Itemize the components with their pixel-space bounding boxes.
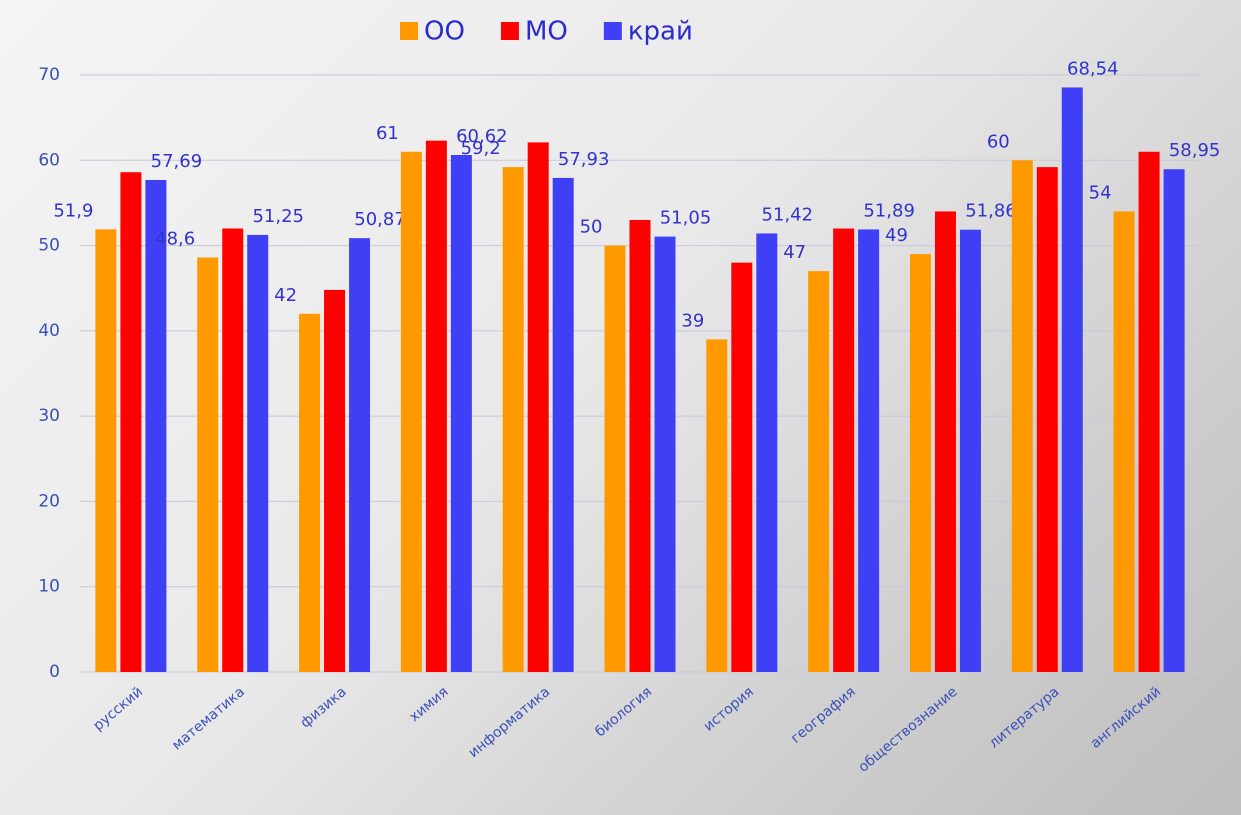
bar — [706, 339, 728, 672]
data-label: 51,05 — [660, 208, 712, 229]
bar — [502, 167, 524, 672]
y-tick-label: 40 — [38, 321, 60, 341]
bar — [808, 271, 830, 672]
x-tick-label: математика — [169, 684, 248, 754]
y-tick-label: 60 — [38, 150, 60, 170]
bar — [527, 142, 549, 672]
x-tick-label: география — [788, 684, 859, 747]
x-tick-label: английский — [1088, 684, 1165, 752]
legend-swatch — [500, 22, 519, 40]
bar — [1113, 211, 1135, 672]
bar — [604, 245, 626, 673]
bar — [247, 234, 269, 673]
data-label: 60 — [987, 131, 1010, 152]
data-label: 47 — [783, 242, 806, 263]
bar — [324, 289, 346, 672]
data-label: 54 — [1089, 182, 1112, 203]
bar — [1036, 167, 1058, 672]
bar — [120, 172, 142, 672]
x-tick-label: русский — [90, 684, 146, 734]
bar — [934, 211, 956, 672]
bar — [145, 179, 167, 673]
data-label: 49 — [885, 225, 908, 246]
bar — [450, 154, 472, 673]
x-tick-label: литература — [986, 684, 1062, 752]
bar — [552, 177, 574, 672]
bar — [349, 238, 371, 673]
data-label: 51,9 — [53, 200, 93, 221]
bar — [400, 151, 422, 672]
legend-label: край — [628, 17, 693, 47]
data-label: 58,95 — [1169, 140, 1221, 161]
data-label: 51,89 — [863, 200, 915, 221]
x-tick-label: история — [701, 684, 757, 735]
bar — [629, 219, 651, 672]
x-tick-label: обществознание — [856, 684, 961, 776]
bar — [654, 236, 676, 672]
data-label: 39 — [681, 310, 704, 331]
y-tick-label: 30 — [38, 406, 60, 426]
data-label: 51,42 — [762, 204, 814, 225]
bar — [95, 229, 117, 673]
data-label: 57,93 — [558, 149, 610, 170]
x-tick-label: физика — [298, 684, 350, 731]
data-label: 60,62 — [456, 126, 508, 147]
bar — [959, 229, 981, 672]
bar — [1163, 169, 1185, 672]
data-label: 48,6 — [155, 229, 195, 250]
data-label: 42 — [274, 285, 297, 306]
legend-label: ОО — [424, 17, 465, 47]
data-label: 68,54 — [1067, 58, 1119, 79]
legend-label: МО — [525, 17, 568, 47]
data-label: 50,87 — [354, 209, 406, 230]
bar — [1138, 151, 1160, 672]
y-tick-label: 20 — [38, 491, 60, 511]
data-label: 51,86 — [965, 201, 1017, 222]
bar — [425, 140, 447, 673]
data-label: 57,69 — [151, 151, 203, 172]
bar — [731, 262, 753, 672]
y-tick-label: 0 — [49, 662, 60, 682]
bar — [909, 254, 931, 672]
data-label: 51,25 — [252, 206, 304, 227]
bar — [858, 229, 880, 672]
x-tick-label: информатика — [466, 684, 554, 761]
bar — [1011, 160, 1033, 673]
bar — [1061, 87, 1083, 672]
legend-swatch — [400, 22, 418, 40]
data-label: 50 — [580, 217, 603, 238]
x-tick-label: химия — [406, 684, 451, 725]
bar — [299, 313, 321, 672]
y-tick-label: 10 — [38, 577, 60, 597]
bar — [197, 257, 219, 672]
bar — [833, 228, 855, 672]
y-tick-label: 70 — [38, 65, 60, 85]
data-label: 59,2 — [461, 138, 501, 159]
x-tick-label: биология — [592, 684, 655, 740]
bar — [222, 228, 244, 672]
bar — [756, 233, 778, 672]
y-tick-label: 50 — [38, 236, 60, 256]
legend-swatch — [603, 22, 622, 40]
data-label: 61 — [376, 123, 399, 144]
